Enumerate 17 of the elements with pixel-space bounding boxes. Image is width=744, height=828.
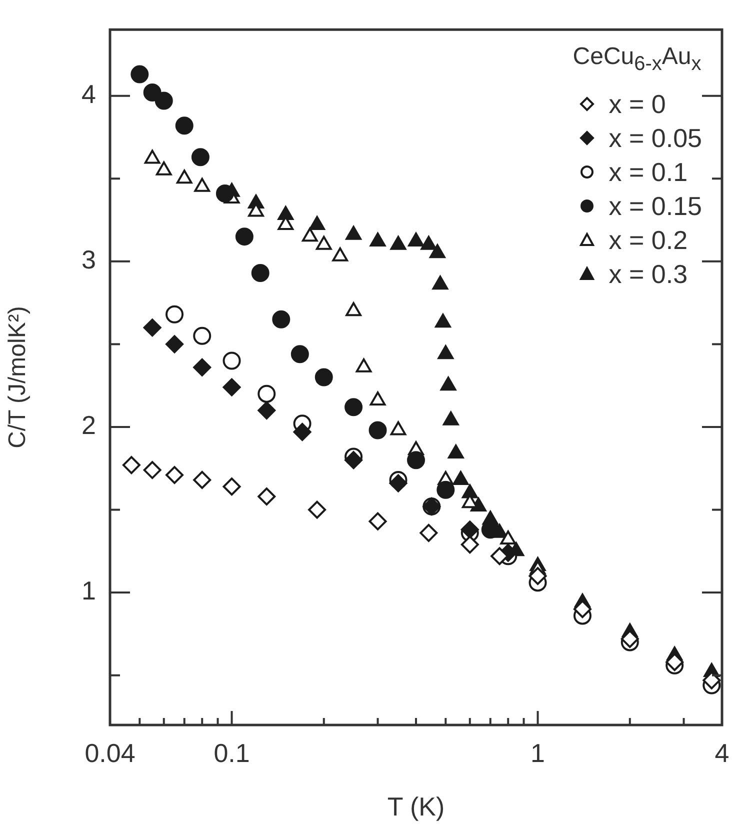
legend-label: x = 0.3 <box>608 258 688 291</box>
x-axis-title: T (K) <box>387 792 445 822</box>
legend-label: x = 0.1 <box>608 156 688 189</box>
legend-label: x = 0.05 <box>608 122 702 155</box>
x-tick-label: 1 <box>530 738 546 768</box>
y-tick-label: 1 <box>82 576 96 606</box>
legend-label: x = 0 <box>608 88 666 121</box>
legend-title: CeCu$_{6-x}$Au$_{x}$ <box>572 42 702 77</box>
x-tick-label: 4 <box>714 738 730 768</box>
x-tick-label: 0.1 <box>214 738 250 768</box>
y-tick-label: 4 <box>82 79 96 109</box>
y-axis-title: C/T (J/molK²) <box>4 306 32 448</box>
x-tick-label: 0.04 <box>84 738 136 768</box>
y-tick-label: 2 <box>82 410 96 440</box>
legend-label: x = 0.2 <box>608 224 688 257</box>
y-tick-label: 3 <box>82 244 96 275</box>
legend-label: x = 0.15 <box>608 190 702 223</box>
